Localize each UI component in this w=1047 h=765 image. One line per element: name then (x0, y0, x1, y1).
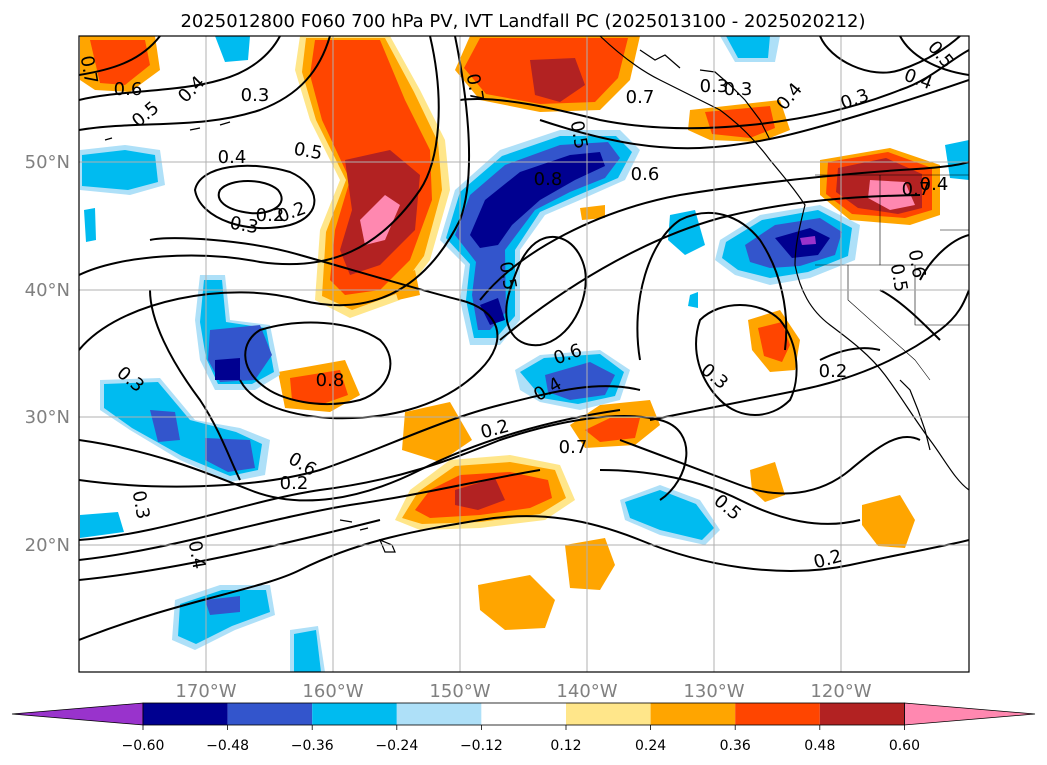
colorbar-extend-max (904, 702, 1036, 726)
colorbar-extend-min (11, 702, 144, 726)
contour-label: 0.6 (631, 164, 660, 185)
colorbar-segment (227, 703, 313, 725)
contour-label: 0.3 (228, 213, 260, 239)
contour-label: 0.2 (819, 361, 848, 382)
lon-label: 130°W (683, 681, 744, 702)
colorbar-tick-label: 0.48 (804, 738, 835, 754)
map-area: 0.70.60.50.4 0.30.4 0.50.20.30.7 0.70.3 0.4 0… (76, 36, 969, 672)
contour-label: 0.5 (292, 139, 324, 165)
contour-label: 0.3 (241, 85, 270, 106)
colorbar-tick-label: 0.60 (889, 738, 920, 754)
pv-contour-lines (79, 36, 969, 641)
lon-label: 120°W (810, 681, 871, 702)
latitude-labels: 50°N 40°N 30°N 20°N (25, 152, 70, 556)
colorbar-segment (735, 703, 820, 725)
colorbar-segment (481, 703, 566, 725)
lat-label: 40°N (25, 280, 70, 301)
coastlines (104, 36, 969, 553)
lat-label: 30°N (25, 407, 70, 428)
colorbar-segment (312, 703, 397, 725)
contour-label: 0.7 (626, 87, 655, 108)
contour-label: 0.6 (904, 248, 930, 280)
positive-anomaly-fills (80, 36, 940, 630)
contour-label: 0.3 (700, 76, 729, 97)
state-borders (815, 174, 969, 381)
contour-label: 0.4 (218, 147, 247, 168)
colorbar-tick-label: −0.36 (291, 738, 334, 754)
contour-label: 0.3 (128, 489, 154, 521)
contour-label: 0.2 (256, 205, 285, 226)
colorbar-segment (396, 703, 482, 725)
map-title: 2025012800 F060 700 hPa PV, IVT Landfall… (180, 11, 865, 32)
colorbar-segment (143, 703, 228, 725)
colorbar-tick-label: −0.48 (206, 738, 249, 754)
colorbar-tick-label: 0.36 (720, 738, 751, 754)
contour-label: 0.5 (566, 119, 592, 151)
colorbar-tick-label: −0.12 (460, 738, 503, 754)
colorbar-tick-label: −0.60 (122, 738, 165, 754)
colorbar-tick-label: 0.24 (635, 738, 666, 754)
colorbar-tick-label: 0.12 (550, 738, 581, 754)
colorbar-segment (650, 703, 736, 725)
colorbar-segment (819, 703, 905, 725)
contour-label: 0.7 (462, 72, 488, 104)
contour-label: 0.8 (316, 370, 345, 391)
lon-label: 150°W (429, 681, 490, 702)
colorbar-frame (142, 702, 905, 726)
map-frame (78, 35, 970, 673)
colorbar-segment (566, 703, 651, 725)
contour-label: 0.7 (902, 179, 931, 200)
map-gridlines (79, 36, 969, 672)
contour-label: 0.3 (724, 79, 753, 100)
contour-label: 0.7 (559, 437, 588, 458)
contour-label: 0.2 (280, 473, 309, 494)
lat-label: 20°N (25, 535, 70, 556)
lon-label: 140°W (556, 681, 617, 702)
colorbar: −0.60 −0.48 −0.36 −0.24 −0.12 0.12 0.24 … (11, 702, 1036, 754)
contour-label: 0.7 (76, 54, 102, 86)
lon-label: 170°W (175, 681, 236, 702)
contour-label: 0.6 (114, 79, 143, 100)
contour-label: 0.5 (886, 262, 912, 294)
contour-label: 0.5 (495, 260, 521, 292)
lat-label: 50°N (25, 152, 70, 173)
contour-label: 0.4 (920, 174, 949, 195)
contour-label: 0.8 (534, 169, 563, 190)
lon-label: 160°W (302, 681, 363, 702)
longitude-labels: 170°W 160°W 150°W 140°W 130°W 120°W (175, 681, 871, 702)
colorbar-tick-label: −0.24 (375, 738, 418, 754)
contour-label: 0.4 (184, 539, 210, 571)
